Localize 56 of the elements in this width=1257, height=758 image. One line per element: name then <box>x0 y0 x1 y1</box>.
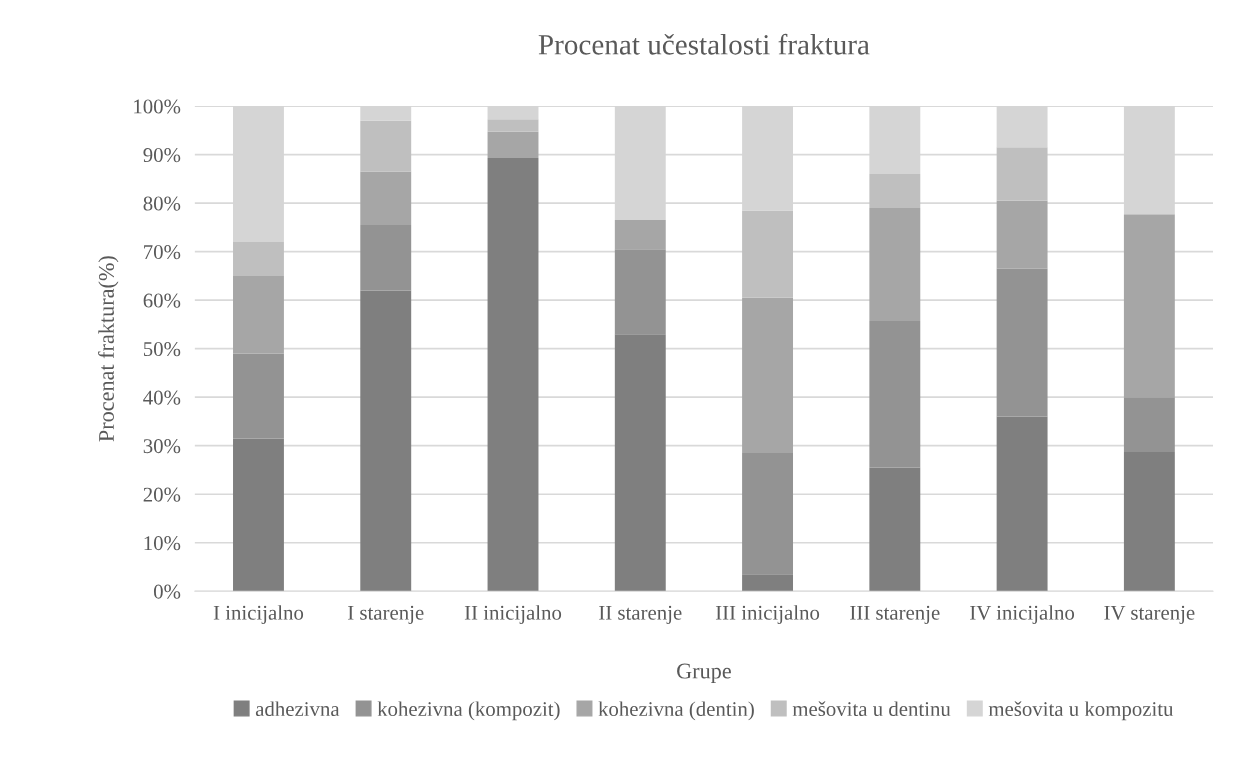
y-axis-title: Procenat fraktura(%) <box>98 256 119 442</box>
bar <box>233 275 284 354</box>
legend-label: adhezivna <box>255 701 340 717</box>
x-axis-title: Grupe <box>677 663 731 684</box>
bar <box>1123 214 1175 398</box>
bar <box>996 416 1048 592</box>
y-tick-label: 40% <box>143 390 181 405</box>
bar <box>360 290 412 592</box>
bar <box>360 224 412 291</box>
bar <box>1123 452 1175 592</box>
x-tick-label: I inicijalno <box>213 605 304 625</box>
bar <box>869 321 921 468</box>
bar <box>996 147 1048 201</box>
bar <box>742 574 794 592</box>
bar <box>233 438 284 592</box>
bar <box>869 467 921 592</box>
bar <box>742 210 794 298</box>
y-tick-label: 90% <box>143 148 181 163</box>
x-tick-label: I starenje <box>348 605 424 625</box>
bar <box>869 174 921 208</box>
bar <box>614 249 666 335</box>
legend-label: mešovita u dentinu <box>792 701 951 717</box>
bar <box>996 200 1048 269</box>
y-tick-label: 20% <box>143 487 181 502</box>
bar <box>742 297 794 453</box>
bar <box>233 241 284 276</box>
y-tick-label: 100% <box>134 99 181 114</box>
y-tick-label: 70% <box>144 245 181 260</box>
x-tick-label: IV inicijalno <box>970 605 1075 625</box>
y-tick-label: 10% <box>144 536 181 551</box>
y-tick-label: 80% <box>143 196 181 211</box>
bar <box>614 220 666 250</box>
x-tick-label: II starenje <box>599 605 682 625</box>
y-tick-label: 0% <box>153 584 181 599</box>
legend-label: kohezivna (dentin) <box>598 701 754 721</box>
bar <box>1123 397 1175 453</box>
bar <box>869 208 921 322</box>
bar <box>360 171 412 225</box>
legend-label: mešovita u kompozitu <box>988 701 1174 721</box>
bar <box>742 452 794 575</box>
bar <box>233 353 284 439</box>
x-tick-label: III starenje <box>850 605 940 625</box>
bar <box>360 120 412 172</box>
chart-title: Procenat učestalosti fraktura <box>538 33 870 55</box>
bar <box>996 268 1048 417</box>
legend-label: kohezivna (kompozit) <box>377 701 560 721</box>
bar <box>487 158 539 592</box>
bar <box>614 334 666 592</box>
bar <box>487 119 539 132</box>
x-tick-label: II inicijalno <box>464 605 562 625</box>
x-tick-label: IV starenje <box>1104 605 1195 625</box>
y-tick-label: 50% <box>143 342 181 357</box>
bar <box>487 131 539 159</box>
x-tick-label: III inicijalno <box>715 605 820 625</box>
y-tick-label: 30% <box>143 439 181 454</box>
y-tick-label: 60% <box>143 293 181 308</box>
